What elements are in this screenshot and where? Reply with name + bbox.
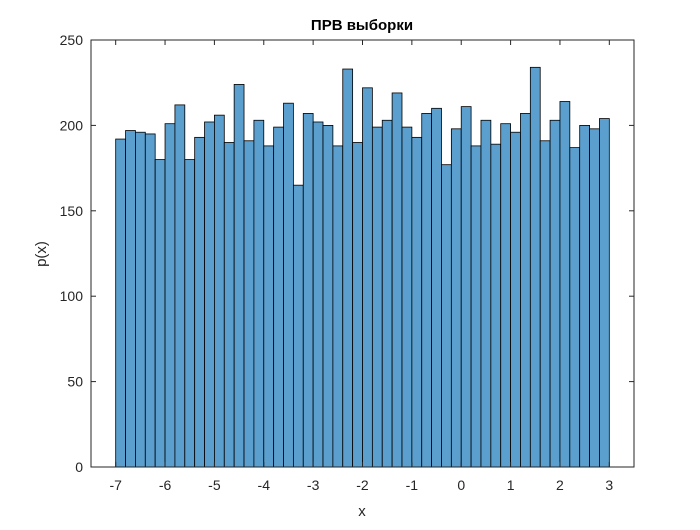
bar	[490, 143, 502, 468]
bar	[194, 136, 205, 468]
bar	[460, 106, 472, 468]
x-tick-label: -1	[406, 477, 419, 493]
y-axis-label: p(x)	[33, 241, 50, 267]
bar	[253, 119, 265, 468]
bar	[233, 84, 245, 468]
x-tick-label: -5	[208, 477, 221, 493]
bar	[411, 136, 423, 468]
bar	[322, 125, 334, 468]
bar	[421, 113, 433, 468]
bar	[549, 119, 561, 468]
x-tick-label: 2	[556, 477, 564, 493]
bar	[154, 159, 166, 468]
bar	[371, 126, 383, 468]
x-tick-label: -7	[109, 477, 122, 493]
bar	[529, 66, 541, 468]
bar	[352, 142, 363, 468]
bar	[312, 121, 324, 468]
x-tick-label: -2	[356, 477, 369, 493]
bar	[362, 87, 373, 468]
bar	[174, 104, 186, 468]
bar	[204, 121, 215, 468]
bar	[223, 142, 235, 468]
x-axis-label: x	[358, 503, 366, 520]
bar	[470, 145, 482, 468]
bar	[391, 92, 403, 468]
bar	[214, 114, 225, 468]
x-tick-label: -6	[159, 477, 172, 493]
bar	[164, 123, 176, 468]
x-tick-label: 3	[605, 477, 613, 493]
bar	[569, 147, 581, 468]
bar	[125, 130, 136, 468]
y-tick-label: 0	[75, 459, 83, 475]
bar	[342, 68, 354, 468]
bar	[431, 107, 442, 468]
bar	[263, 145, 275, 468]
bar	[510, 131, 521, 468]
y-tick-label: 250	[60, 32, 84, 48]
bar	[599, 118, 610, 468]
bar	[401, 126, 413, 468]
bar	[332, 145, 344, 468]
bar	[520, 113, 531, 468]
bar	[283, 102, 294, 468]
bar	[559, 101, 571, 468]
bar	[302, 113, 314, 468]
bar	[450, 128, 462, 468]
bar	[243, 140, 255, 468]
bar	[381, 119, 393, 468]
x-tick-label: -3	[307, 477, 320, 493]
bar	[589, 128, 600, 468]
bar	[273, 126, 284, 468]
bar	[292, 184, 304, 468]
bar	[480, 119, 492, 468]
chart-title: ПРВ выборки	[311, 17, 413, 34]
x-tick-label: -4	[258, 477, 271, 493]
bar	[115, 138, 126, 468]
y-tick-label: 100	[60, 288, 84, 304]
bar	[441, 164, 452, 468]
bar	[539, 140, 551, 468]
bar	[144, 133, 156, 468]
y-tick-label: 50	[67, 374, 83, 390]
y-tick-label: 200	[60, 117, 84, 133]
x-tick-label: 1	[507, 477, 515, 493]
bar	[135, 131, 146, 468]
bar	[184, 159, 196, 468]
x-tick-label: 0	[457, 477, 465, 493]
y-tick-label: 150	[60, 203, 84, 219]
bar	[500, 123, 511, 468]
bar	[579, 125, 590, 468]
